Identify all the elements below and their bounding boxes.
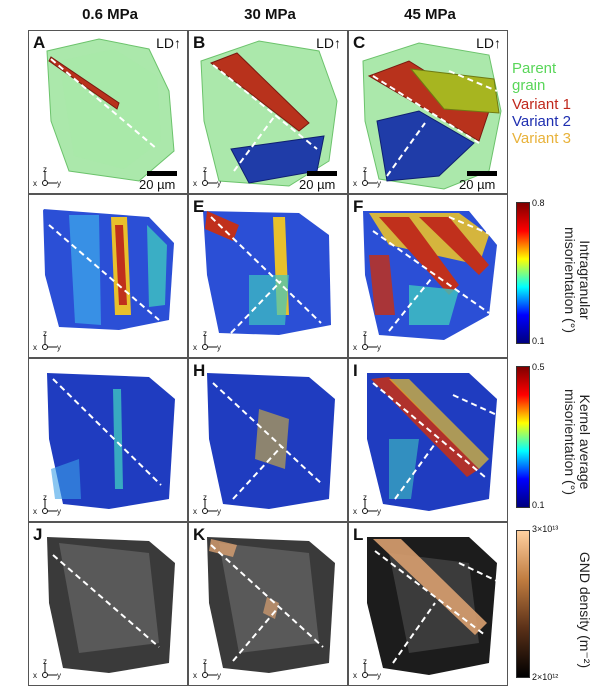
- panel-label: H: [193, 361, 206, 380]
- colorbar-max: 3×10¹³: [532, 524, 559, 534]
- panel-label: J: [33, 525, 43, 544]
- misorientation-map-e: [203, 211, 331, 335]
- panel-b: B LD↑ 20 µm z x y: [188, 30, 348, 194]
- colorbar-min: 0.1: [532, 500, 545, 510]
- gnd-map-k: [207, 537, 335, 673]
- panel-label: E: [193, 197, 205, 216]
- panel-label: C: [353, 33, 366, 52]
- kam-map-h: [207, 373, 335, 509]
- axes-icon: z x y: [353, 329, 381, 352]
- colorbar-gnd: [516, 530, 530, 678]
- panel-label: L: [353, 525, 364, 544]
- axes-icon: z x y: [353, 165, 381, 188]
- colorbar-intragranular: [516, 202, 530, 344]
- gnd-map-l: [367, 537, 498, 675]
- legend-parent-grain: Parent grain: [512, 60, 557, 94]
- misorientation-map-d: [43, 209, 174, 330]
- panel-label: G: [33, 361, 47, 380]
- colorbar-title-gnd: GND density (m⁻²): [577, 551, 593, 669]
- panel-c: C LD↑ 20 µm z x y: [348, 30, 508, 194]
- axes-icon: z x y: [33, 657, 61, 680]
- legend-variant-3: Variant 3: [512, 130, 571, 147]
- panel-f: F z x y: [348, 194, 508, 358]
- column-header-0.6mpa: 0.6 MPa: [82, 6, 138, 23]
- loading-direction: LD↑: [476, 35, 501, 51]
- colorbar-max: 0.8: [532, 198, 545, 208]
- kam-map-g: [47, 373, 175, 509]
- panel-e: E z x y: [188, 194, 348, 358]
- colorbar-kam: [516, 366, 530, 508]
- panel-d: D z x y: [28, 194, 188, 358]
- axes-icon: z x y: [353, 493, 381, 516]
- legend-variant-2: Variant 2: [512, 113, 571, 130]
- column-header-30mpa: 30 MPa: [244, 6, 296, 23]
- panel-label: I: [353, 361, 358, 380]
- kam-map-i: [367, 373, 498, 511]
- colorbar-max: 0.5: [532, 362, 545, 372]
- axes-icon: z x y: [193, 657, 221, 680]
- column-header-45mpa: 45 MPa: [404, 6, 456, 23]
- colorbar-title-intragranular: Intragranular misorientation (°): [562, 227, 593, 333]
- panel-label: B: [193, 33, 206, 52]
- panel-k: K z x y: [188, 522, 348, 686]
- panel-l: L z x y: [348, 522, 508, 686]
- panel-j: J z x y: [28, 522, 188, 686]
- axes-icon: z x y: [33, 493, 61, 516]
- variant-legend: Parent grain Variant 1 Variant 2 Variant…: [512, 60, 592, 147]
- loading-direction: LD↑: [156, 35, 181, 51]
- colorbar-min: 2×10¹²: [532, 672, 559, 682]
- axes-icon: z x y: [353, 657, 381, 680]
- panel-label: A: [33, 33, 46, 52]
- grain-render-a: [46, 38, 175, 182]
- panel-label: D: [33, 197, 46, 216]
- panel-label: K: [193, 525, 206, 544]
- axes-icon: z x y: [33, 165, 61, 188]
- loading-direction: LD↑: [316, 35, 341, 51]
- colorbar-title-kam: Kernel average misorientation (°): [562, 389, 593, 495]
- panel-label: F: [353, 197, 364, 216]
- axes-icon: z x y: [193, 165, 221, 188]
- misorientation-map-f: [363, 211, 498, 340]
- panel-a: A LD↑ 20 µm z x y: [28, 30, 188, 194]
- grain-render-c: [362, 42, 502, 190]
- axes-icon: z x y: [193, 493, 221, 516]
- panel-g: G z x y: [28, 358, 188, 522]
- colorbar-min: 0.1: [532, 336, 545, 346]
- panel-i: I z x y: [348, 358, 508, 522]
- gnd-map-j: [47, 537, 175, 673]
- axes-icon: z x y: [193, 329, 221, 352]
- axes-icon: z x y: [33, 329, 61, 352]
- panel-h: H z x y: [188, 358, 348, 522]
- legend-variant-1: Variant 1: [512, 96, 571, 113]
- grain-render-b: [200, 40, 338, 187]
